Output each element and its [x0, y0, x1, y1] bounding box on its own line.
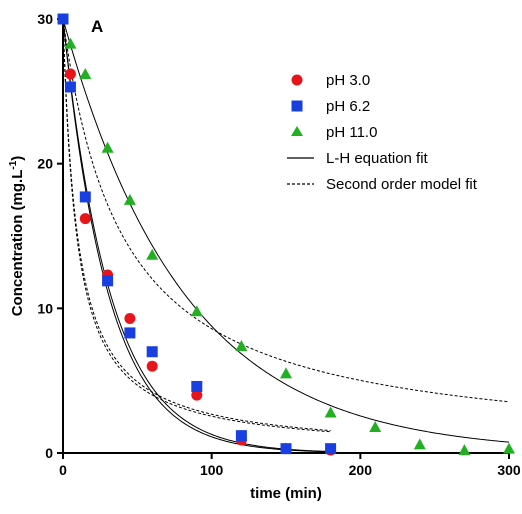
x-tick-label: 0 — [59, 462, 67, 478]
data-point-ph-11-0 — [369, 420, 382, 432]
data-point-ph-6-2 — [79, 191, 91, 203]
x-tick-label: 300 — [497, 462, 521, 478]
legend-label-ph62: pH 6.2 — [326, 98, 370, 115]
x-axis-title: time (min) — [250, 485, 322, 502]
data-point-ph-11-0 — [146, 248, 159, 260]
data-point-ph-3-0 — [64, 68, 76, 80]
legend-label-ph11: pH 11.0 — [326, 124, 377, 141]
data-point-ph-11-0 — [123, 193, 136, 205]
y-axis-title-close: ) — [9, 156, 26, 161]
second-order-fit-curve — [62, 18, 510, 403]
ticks: 0 100 200 300 0 10 20 30 — [37, 11, 520, 478]
legend-label-lh-fit: L-H equation fit — [326, 150, 429, 167]
data-points — [57, 13, 515, 456]
data-point-ph-11-0 — [324, 406, 337, 418]
data-point-ph-11-0 — [280, 367, 292, 379]
data-point-ph-6-2 — [57, 13, 69, 25]
legend: pH 3.0 pH 6.2 pH 11.0 L-H equation fit S… — [287, 72, 478, 193]
data-point-ph-3-0 — [79, 213, 91, 225]
lh-fit-curve — [62, 18, 510, 443]
legend-marker-ph3 — [291, 74, 303, 86]
data-point-ph-11-0 — [79, 67, 92, 79]
data-point-ph-6-2 — [280, 443, 292, 455]
data-point-ph-11-0 — [190, 305, 203, 317]
data-point-ph-11-0 — [235, 339, 248, 351]
y-tick-label: 30 — [37, 11, 53, 27]
data-point-ph-6-2 — [191, 380, 203, 392]
legend-label-ph3: pH 3.0 — [326, 72, 370, 89]
data-point-ph-3-0 — [191, 389, 203, 401]
data-point-ph-11-0 — [101, 141, 114, 153]
x-tick-label: 100 — [200, 462, 224, 478]
data-point-ph-11-0 — [503, 442, 515, 454]
panel-label: A — [91, 17, 103, 36]
data-point-ph-6-2 — [102, 275, 114, 287]
data-point-ph-6-2 — [146, 346, 158, 358]
legend-label-second-order-fit: Second order model fit — [326, 176, 478, 193]
legend-marker-ph62 — [291, 100, 303, 112]
data-point-ph-11-0 — [413, 438, 426, 450]
y-tick-label: 20 — [37, 156, 53, 172]
data-point-ph-3-0 — [124, 312, 136, 324]
second-order-fit-curve — [62, 18, 331, 432]
data-point-ph-6-2 — [325, 443, 337, 455]
data-point-ph-3-0 — [146, 360, 158, 372]
data-point-ph-11-0 — [64, 37, 77, 49]
data-point-ph-6-2 — [64, 81, 76, 93]
y-tick-label: 0 — [45, 445, 53, 461]
y-axis-title: Concentration (mg.L-1) — [8, 156, 26, 317]
x-tick-label: 200 — [349, 462, 373, 478]
second-order-fit-curve — [62, 18, 331, 433]
fit-curves — [62, 18, 510, 453]
legend-marker-ph11 — [291, 126, 303, 136]
y-axis-title-main: Concentration (mg.L — [9, 170, 26, 317]
data-point-ph-11-0 — [458, 444, 471, 456]
data-point-ph-6-2 — [124, 327, 136, 339]
y-tick-label: 10 — [37, 300, 53, 316]
data-point-ph-6-2 — [235, 430, 247, 442]
y-axis-title-superscript: -1 — [8, 160, 19, 169]
axes — [62, 19, 509, 454]
